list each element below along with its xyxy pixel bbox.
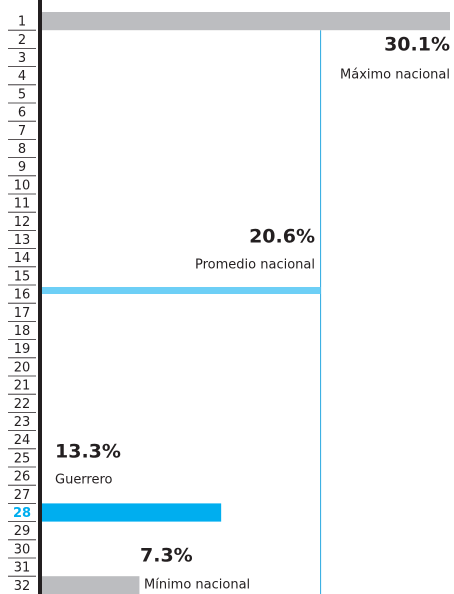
rank-label: 31 — [14, 561, 31, 576]
rank-label: 25 — [14, 451, 31, 466]
bar — [40, 576, 140, 594]
rank-label: 30 — [14, 542, 31, 557]
bar — [40, 287, 321, 294]
rank-label: 5 — [18, 87, 26, 102]
rank-label: 24 — [14, 433, 31, 448]
rank-label: 21 — [14, 379, 31, 394]
rank-label: 3 — [18, 51, 26, 66]
rank-label: 28 — [13, 506, 31, 521]
rank-label: 22 — [14, 397, 31, 412]
bar-label: Guerrero — [55, 473, 113, 488]
rank-label: 11 — [14, 197, 31, 212]
bar-label: Mínimo nacional — [144, 578, 250, 593]
rank-label: 15 — [14, 269, 31, 284]
value-label: 13.3% — [55, 441, 121, 463]
rank-label: 23 — [14, 415, 31, 430]
rank-label: 16 — [14, 288, 31, 303]
rank-label: 2 — [18, 33, 26, 48]
rank-label: 6 — [18, 106, 26, 121]
rank-label: 26 — [14, 470, 31, 485]
bar — [40, 12, 450, 31]
rank-label: 10 — [14, 178, 31, 193]
rank-label: 13 — [14, 233, 31, 248]
rank-label: 20 — [14, 360, 31, 375]
rank-label: 17 — [14, 306, 31, 321]
rank-label: 7 — [18, 124, 26, 139]
bar-label: Promedio nacional — [195, 258, 315, 273]
rank-label: 1 — [18, 15, 26, 30]
rank-label: 4 — [18, 69, 26, 84]
bar — [40, 503, 222, 522]
rank-label: 12 — [14, 215, 31, 230]
rank-label: 9 — [18, 160, 26, 175]
rank-label: 19 — [14, 342, 31, 357]
rank-label: 27 — [14, 488, 31, 503]
axis-line — [38, 0, 42, 594]
value-label: 20.6% — [249, 226, 315, 248]
value-label: 30.1% — [384, 34, 450, 56]
rank-label: 14 — [14, 251, 31, 266]
rank-label: 18 — [14, 324, 31, 339]
rank-label: 29 — [14, 524, 31, 539]
bar-label: Máximo nacional — [340, 68, 450, 83]
rank-label: 32 — [14, 579, 31, 594]
rank-label: 8 — [18, 142, 26, 157]
value-label: 7.3% — [140, 545, 193, 567]
